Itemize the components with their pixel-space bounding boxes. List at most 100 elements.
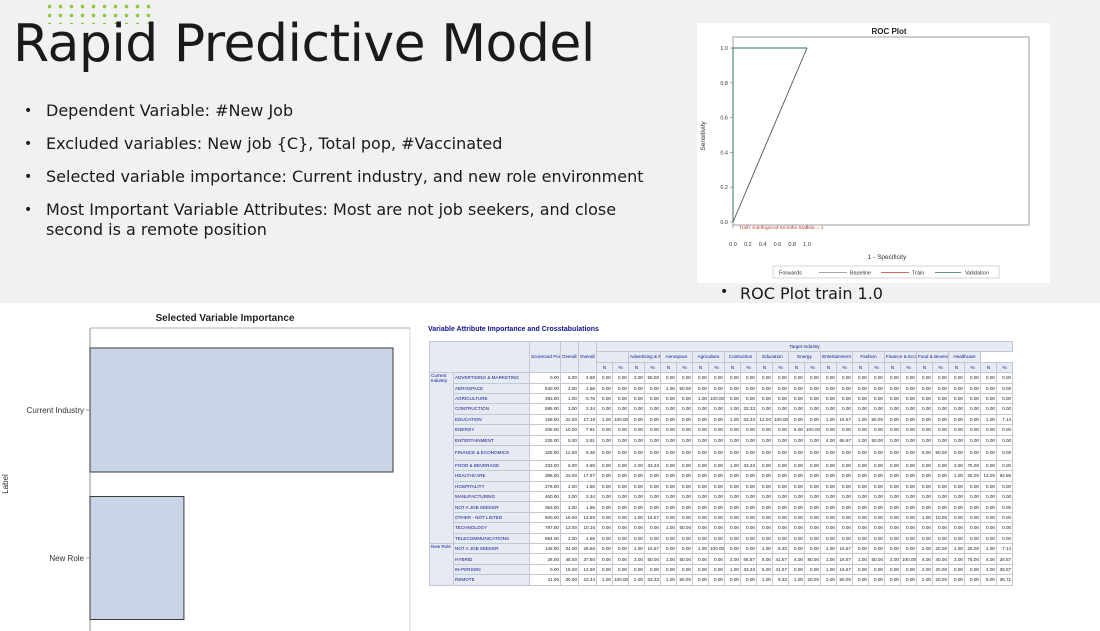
table-cell: 0.00 (708, 382, 725, 394)
table-cell: 7.81 (578, 424, 597, 436)
table-cell: 16.00 (560, 563, 579, 576)
table-cell: 0.00 (692, 574, 709, 586)
table-cell: 0.00 (596, 543, 613, 555)
header-industry: Education (756, 351, 789, 363)
table-cell: 0.00 (820, 511, 837, 524)
header-n: N (820, 361, 837, 374)
table-cell: 0.00 (995, 392, 1014, 405)
table-cell: 0.00 (884, 491, 901, 503)
table-cell: 17.97 (578, 470, 597, 482)
table-cell: 0.00 (852, 382, 869, 394)
table-cell: 0.00 (980, 392, 997, 405)
table-cell: 0.00 (900, 563, 917, 576)
table-cell: 0.00 (884, 501, 901, 513)
table-cell: 0.00 (820, 470, 837, 482)
table-row: AGRICULTURE 393.00 1.00 0.78 0.00 0.00 0.00 0.0… (430, 392, 1014, 405)
header-pct: % (995, 361, 1014, 374)
table-cell: 0.00 (692, 434, 709, 446)
table-cell: 0.00 (772, 444, 789, 461)
table-cell: 0.00 (868, 543, 885, 555)
table-cell: 0.00 (676, 532, 693, 545)
row-label: NOT A JOB SEEKER (453, 501, 530, 513)
header-target-industry: Target Industry (595, 340, 1014, 353)
table-cell: 0.00 (644, 491, 661, 503)
table-cell: 100.00 (708, 392, 725, 405)
table-cell: 4.69 (578, 372, 597, 384)
table-cell: 92.86 (995, 470, 1014, 482)
table-cell: 0.00 (995, 424, 1014, 436)
table-cell: 5.00 (788, 424, 805, 436)
table-cell: 23.00 (560, 470, 579, 482)
roc-plot-area (732, 36, 1030, 226)
table-cell: 0.00 (692, 491, 709, 503)
table-cell: 0.00 (900, 444, 917, 461)
table-cell: 33.33 (740, 413, 757, 426)
table-cell: 10.16 (578, 522, 597, 534)
table-cell: 0.00 (804, 413, 821, 426)
table-cell: 0.00 (964, 511, 981, 524)
slide-title: Rapid Predictive Model (13, 14, 595, 74)
row-label: TECHNOLOGY (453, 522, 530, 534)
header-pct: % (964, 361, 981, 374)
row-label: TELECOMMUNICATIONS (453, 532, 530, 545)
table-cell: 0.00 (836, 532, 853, 545)
table-cell: 0.00 (900, 470, 917, 482)
table-cell: 0.00 (724, 444, 741, 461)
table-cell: 0.00 (868, 424, 885, 436)
table-cell: 2.00 (560, 480, 579, 493)
table-cell: 16.00 (560, 511, 579, 524)
table-cell: 0.00 (836, 480, 853, 493)
table-cell: 0.00 (852, 491, 869, 503)
table-cell: 0.00 (596, 470, 613, 482)
table-cell: 80.00 (804, 553, 821, 565)
table-cell: 0.00 (660, 480, 677, 493)
table-cell: 854.00 (529, 532, 561, 545)
table-cell: 1.00 (916, 511, 933, 524)
table-cell: 0.00 (644, 470, 661, 482)
table-cell: 0.00 (916, 501, 933, 513)
table-cell: 0.00 (644, 444, 661, 461)
table-cell: 2.00 (916, 563, 933, 576)
table-cell: 787.00 (529, 522, 561, 534)
table-cell: 0.00 (660, 372, 677, 384)
table-cell: 50.00 (868, 553, 885, 565)
table-cell: 0.00 (756, 480, 773, 493)
table-cell: 0.00 (596, 444, 613, 461)
table-cell: 12.00 (756, 413, 773, 426)
table-cell: 0.00 (964, 424, 981, 436)
table-cell: 0.00 (948, 522, 965, 534)
table-cell: 0.00 (596, 392, 613, 405)
table-cell: 0.00 (628, 392, 645, 405)
table-cell: 0.00 (900, 434, 917, 446)
table-cell: 0.00 (820, 372, 837, 384)
table-cell: 0.00 (660, 470, 677, 482)
table-row: IN-PERSON 0.00 16.00 12.50 0.00 0.00 0.00 0.00 0… (430, 563, 1014, 576)
table-cell: 0.00 (868, 372, 885, 384)
table-cell: 9.38 (578, 444, 597, 461)
table-cell: 0.00 (932, 424, 949, 436)
table-cell: 328.00 (529, 444, 561, 461)
table-cell: 0.00 (676, 372, 693, 384)
table-cell: 1.56 (578, 501, 597, 513)
table-cell: 0.00 (628, 434, 645, 446)
table-cell: 0.00 (596, 403, 613, 415)
table-cell: 0.00 (820, 424, 837, 436)
table-cell: 0.00 (628, 403, 645, 415)
bullet-important-attributes: Most Important Variable Attributes: Most… (24, 200, 664, 240)
table-cell: 0.00 (708, 372, 725, 384)
table-cell: 26.00 (529, 553, 561, 565)
table-cell: 0.00 (676, 392, 693, 405)
table-cell: 0.00 (932, 372, 949, 384)
table-cell: 0.00 (660, 392, 677, 405)
table-cell: 0.00 (980, 382, 997, 394)
table-cell: 0.00 (596, 382, 613, 394)
table-cell: 0.00 (964, 480, 981, 493)
table-cell: 0.00 (995, 532, 1014, 545)
table-cell: 0.00 (788, 522, 805, 534)
table-cell: 0.00 (964, 491, 981, 503)
table-cell: 0.00 (772, 424, 789, 436)
table-cell: 0.00 (852, 563, 869, 576)
table-cell: 1.00 (820, 413, 837, 426)
header-pct: % (772, 361, 789, 374)
header-pct: % (708, 361, 725, 374)
